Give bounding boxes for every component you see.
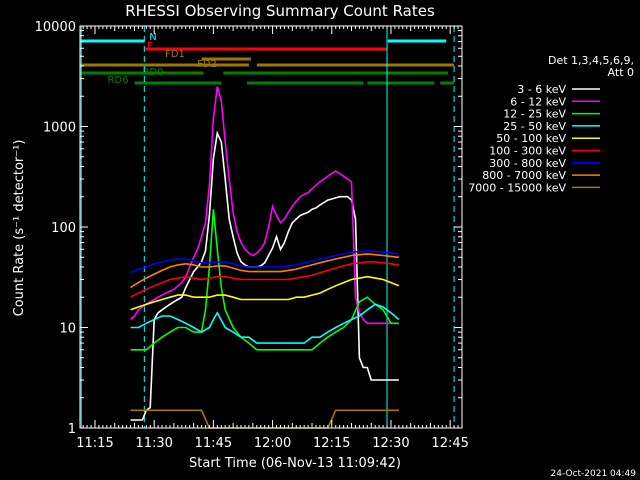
legend-label: 12 - 25 keV bbox=[503, 108, 566, 121]
x-axis-label: Start Time (06-Nov-13 11:09:42) bbox=[189, 456, 401, 471]
y-tick-label: 1000 bbox=[43, 121, 76, 136]
footer-timestamp: 24-Oct-2021 04:49 bbox=[551, 469, 637, 479]
legend-label: 800 - 7000 keV bbox=[482, 169, 566, 182]
series-line bbox=[130, 303, 400, 344]
x-tick-label: 12:45 bbox=[431, 436, 468, 451]
legend-header-line: Att 0 bbox=[608, 66, 634, 79]
y-tick-label: 10 bbox=[59, 322, 76, 337]
x-tick-label: 12:00 bbox=[254, 436, 291, 451]
status-bar-label: RD0 bbox=[142, 67, 163, 78]
legend-header: Det 1,3,4,5,6,9,Att 0 bbox=[548, 54, 634, 79]
y-tick-label: 100 bbox=[51, 221, 76, 236]
legend-label: 100 - 300 keV bbox=[489, 145, 566, 158]
legend-label: 6 - 12 keV bbox=[510, 95, 566, 108]
status-bars: NF FD1 FD2 RD0 RD6 bbox=[80, 32, 455, 86]
status-bar-label: FD1 bbox=[165, 49, 185, 60]
x-tick-label: 11:30 bbox=[135, 436, 172, 451]
series-line bbox=[130, 275, 400, 311]
vertical-markers bbox=[80, 26, 455, 428]
series-line bbox=[130, 130, 399, 421]
legend-label: 300 - 800 keV bbox=[489, 157, 566, 170]
x-tick-label: 12:15 bbox=[313, 436, 350, 451]
x-tick-label: 11:45 bbox=[195, 436, 232, 451]
plot-frame bbox=[79, 25, 463, 429]
legend-label: 25 - 50 keV bbox=[503, 120, 566, 133]
status-bar-label: FD2 bbox=[197, 59, 217, 70]
axes: 1 10 100 1000 10000 11:15 11:30 11:45 12:00 12:15… bbox=[35, 20, 469, 451]
legend-label: 7000 - 15000 keV bbox=[468, 181, 566, 194]
x-tick-label: 12:30 bbox=[372, 436, 409, 451]
y-tick-label: 10000 bbox=[35, 20, 76, 35]
legend-label: 3 - 6 keV bbox=[517, 83, 566, 96]
series-line bbox=[130, 253, 399, 289]
legend-header-line: Det 1,3,4,5,6,9, bbox=[548, 54, 634, 67]
y-tick-label: 1 bbox=[68, 422, 76, 437]
status-bar-label: N bbox=[149, 32, 156, 43]
status-bar-label: RD6 bbox=[107, 75, 128, 86]
status-bar-label: F bbox=[147, 41, 153, 52]
legend-label: 50 - 100 keV bbox=[496, 132, 566, 145]
y-axis-label: Count Rate (s⁻¹ detector⁻¹) bbox=[12, 140, 27, 317]
x-tick-label: 11:15 bbox=[76, 436, 113, 451]
series-lines bbox=[129, 86, 400, 429]
series-line bbox=[129, 86, 399, 325]
series-line bbox=[130, 261, 400, 298]
series-line bbox=[130, 249, 399, 274]
chart-title: RHESSI Observing Summary Count Rates bbox=[125, 2, 435, 20]
